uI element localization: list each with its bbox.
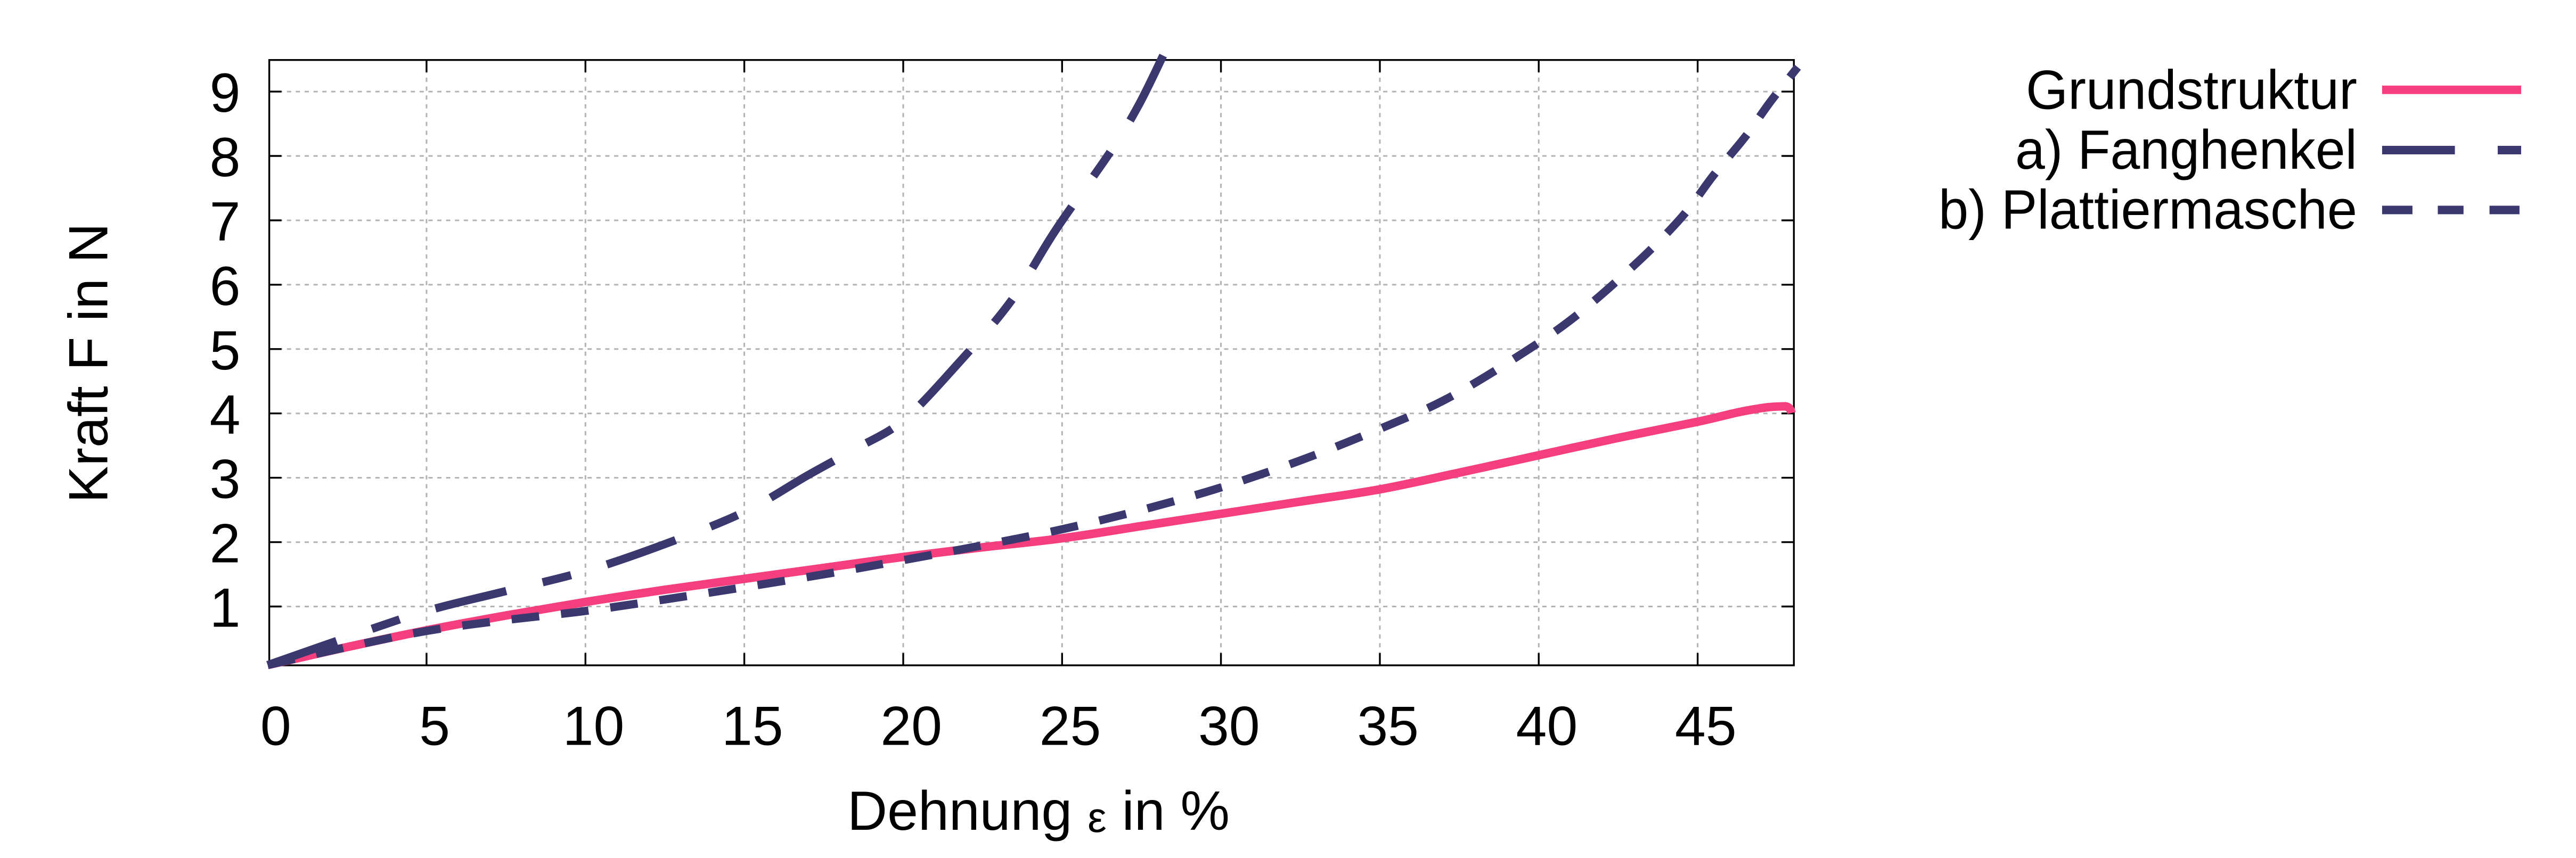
- svg-text:6: 6: [210, 255, 241, 317]
- svg-text:8: 8: [210, 127, 241, 188]
- svg-text:b) Plattiermasche: b) Plattiermasche: [1939, 179, 2357, 241]
- svg-text:1: 1: [210, 578, 241, 639]
- svg-text:5: 5: [210, 320, 241, 382]
- svg-text:35: 35: [1357, 696, 1419, 757]
- svg-text:15: 15: [722, 696, 783, 757]
- svg-text:0: 0: [260, 696, 291, 757]
- svg-text:4: 4: [210, 384, 241, 446]
- svg-text:30: 30: [1198, 696, 1260, 757]
- svg-text:9: 9: [210, 62, 241, 124]
- svg-text:2: 2: [210, 513, 241, 575]
- svg-text:25: 25: [1040, 696, 1101, 757]
- svg-text:a) Fanghenkel: a) Fanghenkel: [2015, 119, 2357, 181]
- svg-text:3: 3: [210, 449, 241, 510]
- svg-text:20: 20: [880, 696, 942, 757]
- svg-text:7: 7: [210, 191, 241, 253]
- svg-text:40: 40: [1516, 696, 1578, 757]
- svg-text:5: 5: [419, 696, 450, 757]
- svg-text:10: 10: [563, 696, 625, 757]
- svg-text:Grundstruktur: Grundstruktur: [2026, 60, 2357, 121]
- svg-text:Kraft F in N: Kraft F in N: [58, 223, 119, 503]
- svg-text:Dehnung ε in %: Dehnung ε in %: [847, 780, 1230, 842]
- svg-text:45: 45: [1675, 696, 1737, 757]
